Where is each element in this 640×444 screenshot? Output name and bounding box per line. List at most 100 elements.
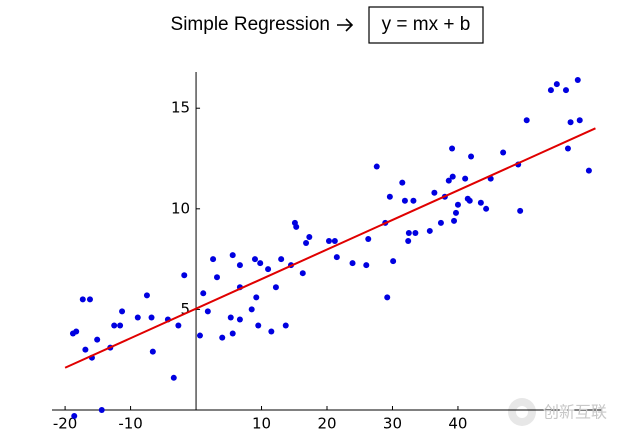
data-point [405, 238, 412, 244]
data-point [500, 149, 507, 156]
data-point [219, 334, 226, 341]
x-tick-label: -10 [118, 415, 143, 433]
data-point [111, 322, 118, 329]
data-point [248, 306, 255, 313]
data-point [79, 296, 86, 303]
data-point [214, 274, 220, 281]
arrow [337, 18, 354, 32]
data-point [576, 117, 583, 124]
data-point [363, 262, 370, 269]
watermark-logo [508, 398, 536, 426]
data-point [483, 205, 490, 212]
data-point [229, 330, 236, 337]
data-point [449, 145, 456, 152]
chart-title: Simple Regression [171, 14, 330, 35]
y-tick-label: 10 [171, 199, 190, 217]
data-point [236, 316, 243, 323]
data-point [386, 193, 393, 200]
data-point [331, 238, 338, 244]
data-point [204, 308, 211, 315]
data-point [437, 219, 444, 226]
data-point [98, 407, 105, 413]
data-point [227, 314, 234, 321]
data-point [148, 314, 155, 321]
y-tick-label: 15 [171, 99, 190, 117]
data-point [349, 260, 356, 267]
data-point [373, 163, 380, 170]
data-point [449, 173, 456, 180]
data-point [236, 262, 243, 269]
data-point [272, 284, 279, 291]
data-point [143, 292, 150, 299]
data-point [401, 197, 408, 204]
data-point [293, 223, 300, 230]
x-tick-label: -20 [53, 415, 78, 433]
data-point [333, 254, 340, 261]
y-tick-label: 5 [181, 300, 191, 318]
data-point [265, 266, 272, 273]
data-point [462, 175, 469, 182]
data-point [255, 322, 262, 329]
data-point [523, 117, 530, 124]
data-point [564, 145, 571, 152]
data-point [73, 328, 80, 335]
data-point [306, 233, 313, 240]
data-point [567, 119, 574, 126]
data-point [303, 240, 310, 247]
data-point [170, 374, 177, 381]
data-point [229, 252, 236, 259]
x-tick-label: 10 [252, 415, 271, 433]
data-point [585, 167, 592, 174]
data-point [477, 199, 484, 206]
watermark: 创新互联 [543, 403, 607, 422]
data-point [562, 87, 569, 94]
data-point [257, 260, 264, 267]
data-point [253, 294, 260, 301]
data-point [553, 81, 560, 88]
data-point [196, 332, 203, 339]
data-point [210, 256, 217, 263]
data-point [181, 272, 188, 279]
data-point [134, 314, 141, 321]
data-point [426, 227, 433, 234]
data-point [200, 290, 207, 297]
data-point [71, 413, 78, 420]
data-point [365, 235, 372, 242]
data-point [466, 197, 473, 204]
data-point [452, 209, 459, 216]
data-point [175, 322, 182, 329]
equation-box [368, 6, 484, 44]
data-point [384, 294, 391, 301]
data-point [454, 201, 461, 208]
equation: y = mx + b [382, 14, 471, 35]
data-point [547, 87, 554, 94]
data-point [149, 348, 156, 355]
data-point [325, 238, 332, 244]
data-point [412, 229, 419, 236]
data-point [278, 256, 285, 263]
data-point [445, 177, 452, 184]
x-tick-label: 30 [383, 415, 402, 433]
data-point [86, 296, 93, 303]
data-point [299, 270, 306, 277]
data-point [399, 179, 406, 186]
data-point [468, 153, 475, 160]
regression-line [64, 127, 596, 369]
data-point [451, 217, 458, 224]
x-tick-label: 40 [448, 415, 467, 433]
x-tick-label: 20 [317, 415, 336, 433]
data-point [94, 336, 101, 343]
data-point [282, 322, 289, 329]
data-point [431, 189, 438, 196]
data-point [117, 322, 124, 329]
data-point [405, 229, 412, 236]
data-point [82, 346, 89, 353]
data-point [390, 258, 397, 265]
data-point [517, 207, 524, 214]
data-point [410, 197, 417, 204]
data-point [251, 256, 258, 263]
data-point [268, 328, 275, 335]
data-point [119, 308, 126, 315]
data-point [574, 77, 581, 84]
